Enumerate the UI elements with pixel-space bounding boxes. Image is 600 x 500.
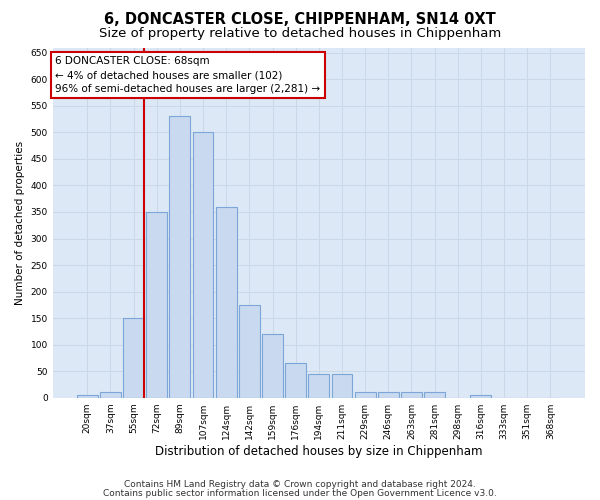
Text: Size of property relative to detached houses in Chippenham: Size of property relative to detached ho… [99,28,501,40]
Bar [193,132,214,398]
Text: Contains public sector information licensed under the Open Government Licence v3: Contains public sector information licen… [103,488,497,498]
Text: 6, DONCASTER CLOSE, CHIPPENHAM, SN14 0XT: 6, DONCASTER CLOSE, CHIPPENHAM, SN14 0XT [104,12,496,28]
Bar [123,318,144,398]
Bar [216,206,236,398]
Bar [401,392,422,398]
Bar [100,392,121,398]
Bar [355,392,376,398]
Text: Contains HM Land Registry data © Crown copyright and database right 2024.: Contains HM Land Registry data © Crown c… [124,480,476,489]
Bar [285,363,306,398]
X-axis label: Distribution of detached houses by size in Chippenham: Distribution of detached houses by size … [155,444,482,458]
Bar [332,374,352,398]
Bar [239,305,260,398]
Bar [169,116,190,398]
Text: 6 DONCASTER CLOSE: 68sqm
← 4% of detached houses are smaller (102)
96% of semi-d: 6 DONCASTER CLOSE: 68sqm ← 4% of detache… [55,56,320,94]
Bar [378,392,399,398]
Bar [308,374,329,398]
Bar [470,395,491,398]
Y-axis label: Number of detached properties: Number of detached properties [15,140,25,304]
Bar [146,212,167,398]
Bar [77,395,98,398]
Bar [424,392,445,398]
Bar [262,334,283,398]
